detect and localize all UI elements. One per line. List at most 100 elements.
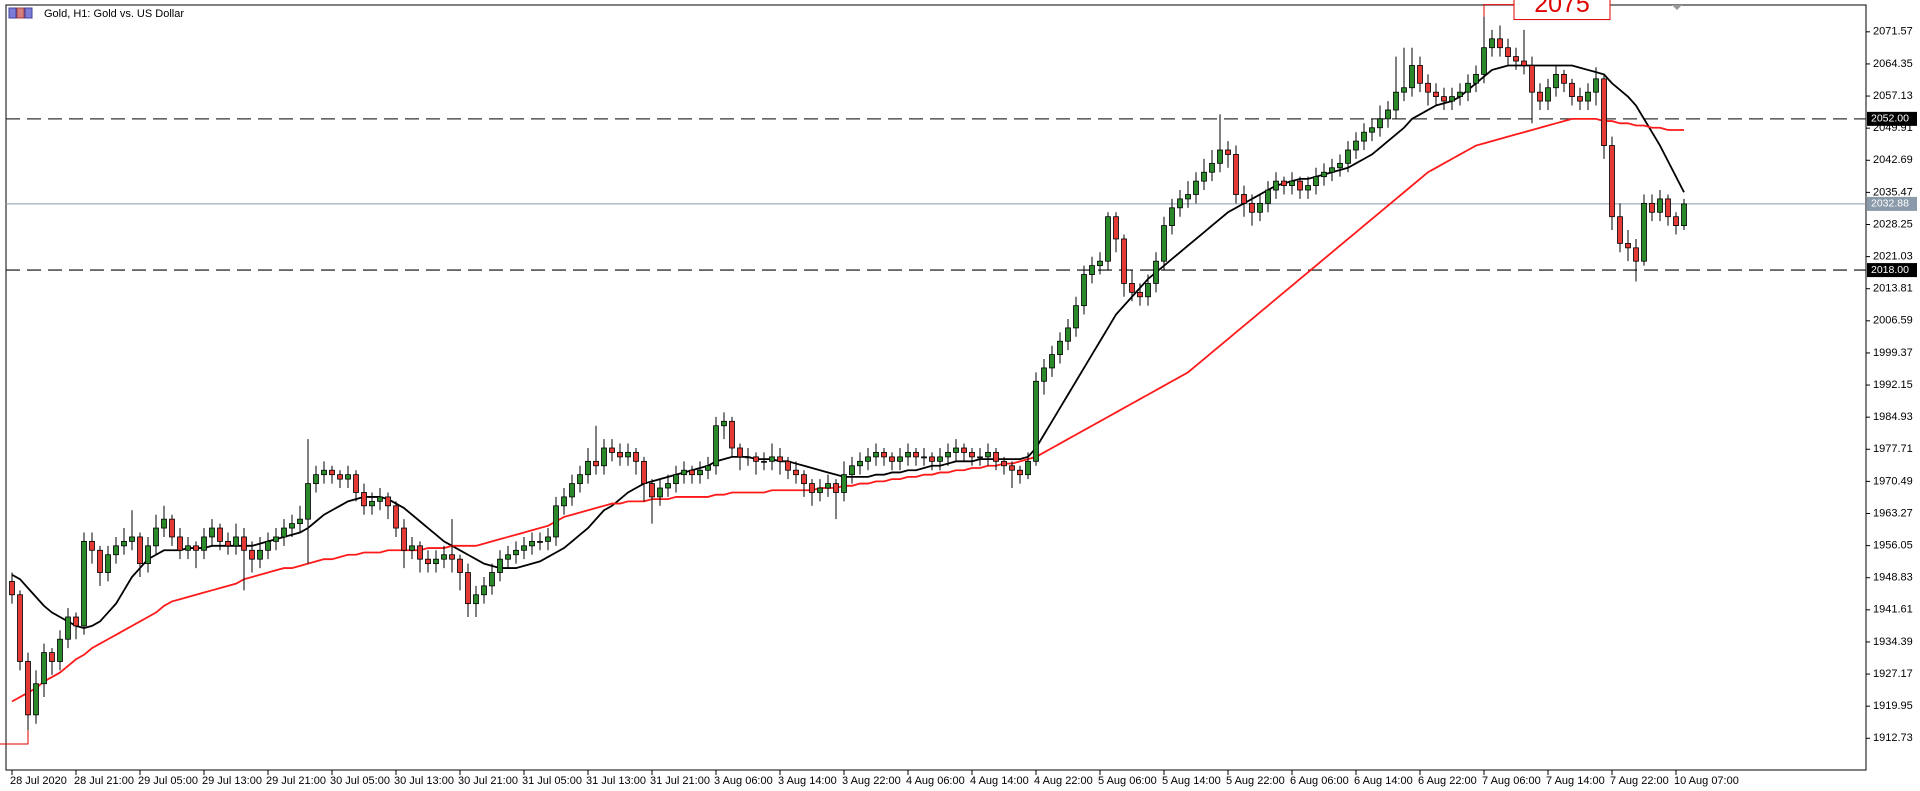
plot-frame	[5, 4, 1867, 771]
x-tick-label: 31 Jul 05:00	[522, 775, 582, 787]
candle-body	[753, 456, 759, 462]
candle-body	[1105, 216, 1111, 262]
candle-body	[1025, 460, 1031, 476]
candle-body	[1121, 238, 1127, 284]
candle-body	[1209, 162, 1215, 173]
x-tick-label: 10 Aug 07:00	[1674, 775, 1739, 787]
candle-body	[1265, 189, 1271, 204]
moving-average	[11, 64, 1685, 630]
candle-body	[985, 452, 991, 458]
candle-body	[921, 456, 927, 459]
candle-body	[217, 527, 223, 542]
candle-body	[1249, 202, 1255, 213]
candle-body	[1065, 327, 1071, 342]
y-tick-label: 1970.49	[1873, 475, 1913, 487]
x-tick-label: 4 Aug 22:00	[1034, 775, 1093, 787]
candle-body	[1241, 194, 1247, 204]
candle-body	[305, 483, 311, 520]
candle-body	[865, 456, 871, 462]
candle-body	[817, 487, 823, 493]
candle-body	[1481, 47, 1487, 75]
candle-body	[769, 456, 775, 462]
candle-body	[41, 652, 47, 685]
x-tick-label: 30 Jul 21:00	[458, 775, 518, 787]
candle-body	[329, 469, 335, 476]
candle-body	[209, 527, 215, 538]
candle-body	[1601, 78, 1607, 146]
annotation-label: 2075	[1534, 0, 1590, 18]
candle-body	[1385, 109, 1391, 120]
candle-body	[89, 540, 95, 551]
candle-body	[1529, 65, 1535, 93]
candle-body	[713, 425, 719, 467]
candle-body	[1577, 96, 1583, 102]
candle-body	[1369, 127, 1375, 133]
y-tick-label: 1948.83	[1873, 572, 1913, 584]
candle-body	[105, 554, 111, 573]
candle-body	[537, 540, 543, 543]
candle-body	[33, 683, 39, 716]
candle-body	[49, 652, 55, 662]
candle-body	[9, 581, 15, 596]
candle-body	[1345, 149, 1351, 164]
candle-body	[449, 554, 455, 560]
candle-body	[857, 460, 863, 467]
candle-body	[177, 536, 183, 551]
candle-body	[153, 527, 159, 547]
x-tick-label: 4 Aug 14:00	[970, 775, 1029, 787]
y-tick-label: 2071.57	[1873, 26, 1913, 38]
candle-body	[801, 474, 807, 484]
x-tick-label: 31 Jul 21:00	[650, 775, 710, 787]
candle-body	[1217, 149, 1223, 164]
candle-body	[17, 594, 23, 662]
candle-body	[1233, 154, 1239, 195]
candle-body	[1153, 260, 1159, 284]
candle-body	[689, 469, 695, 476]
x-tick-label: 28 Jul 21:00	[74, 775, 134, 787]
candle-body	[1409, 65, 1415, 89]
x-tick-label: 3 Aug 22:00	[842, 775, 901, 787]
candle-body	[1081, 274, 1087, 307]
candle-body	[1001, 460, 1007, 467]
x-tick-label: 30 Jul 13:00	[394, 775, 454, 787]
y-tick-label: 1999.37	[1873, 347, 1913, 359]
candle-body	[1633, 247, 1639, 262]
candle-body	[1393, 91, 1399, 111]
candle-body	[129, 536, 135, 542]
candle-body	[297, 518, 303, 524]
candle-body	[1161, 225, 1167, 262]
candle-body	[1681, 203, 1687, 227]
candle-body	[1177, 198, 1183, 209]
candle-body	[561, 496, 567, 507]
y-tick-label: 1992.15	[1873, 379, 1913, 391]
candle-body	[353, 474, 359, 493]
candle-body	[1225, 149, 1231, 155]
candle-body	[1185, 194, 1191, 200]
moving-average	[11, 117, 1684, 703]
candle-body	[1505, 47, 1511, 57]
candle-body	[1673, 216, 1679, 227]
candle-body	[513, 549, 519, 556]
chart-header: Gold, H1: Gold vs. US Dollar	[44, 8, 184, 20]
candle-body	[241, 536, 247, 551]
candle-body	[97, 549, 103, 573]
candle-body	[473, 594, 479, 605]
candle-body	[1337, 162, 1343, 169]
y-tick-label: 1941.61	[1873, 604, 1913, 616]
y-tick-label: 2013.81	[1873, 283, 1913, 295]
candle-body	[673, 474, 679, 484]
candle-body	[977, 456, 983, 459]
candle-body	[761, 460, 767, 463]
candle-body	[529, 540, 535, 547]
x-tick-label: 7 Aug 06:00	[1482, 775, 1541, 787]
candle-body	[1473, 73, 1479, 84]
y-tick-label: 2064.35	[1873, 58, 1913, 70]
candle-body	[313, 474, 319, 484]
candle-body	[521, 545, 527, 551]
candle-body	[1553, 73, 1559, 89]
candle-body	[1585, 91, 1591, 102]
candle-body	[745, 456, 751, 459]
candle-body	[1441, 96, 1447, 102]
candle-body	[249, 549, 255, 560]
candle-body	[433, 558, 439, 565]
